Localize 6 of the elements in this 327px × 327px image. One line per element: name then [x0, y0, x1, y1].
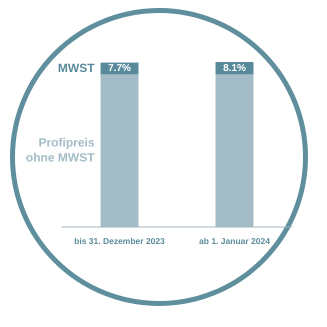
x-tick-label: ab 1. Januar 2024 [199, 236, 270, 246]
x-tick-label: bis 31. Dezember 2023 [74, 236, 166, 246]
series-label: MWST [58, 60, 96, 75]
data-label: 8.1% [223, 62, 246, 74]
data-label: 7.7% [108, 63, 132, 74]
series-label: Profipreis ohne MWST [26, 135, 96, 164]
